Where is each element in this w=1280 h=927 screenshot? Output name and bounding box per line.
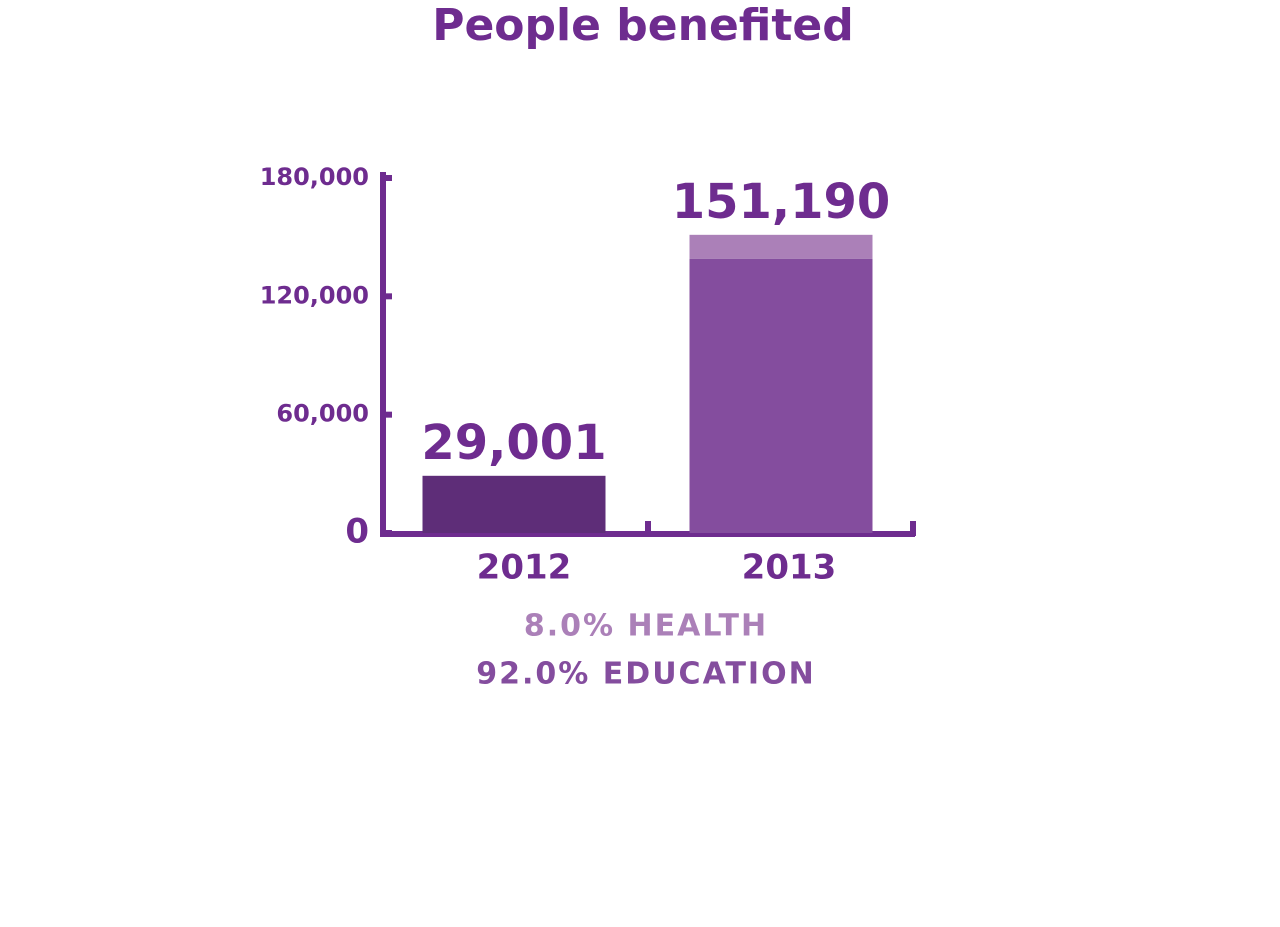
x-tick-label: 2012 — [477, 548, 572, 588]
x-tick-label: 2013 — [742, 548, 837, 588]
value-label: 151,190 — [672, 174, 891, 230]
y-tick-label: 0 — [345, 512, 369, 552]
value-label: 29,001 — [421, 415, 606, 471]
bar-segment — [689, 258, 873, 533]
legend-label: 8.0% HEALTH — [524, 609, 768, 644]
legend-label: 92.0% EDUCATION — [476, 657, 815, 692]
bar — [422, 475, 606, 533]
bar-segment — [689, 234, 873, 259]
y-tick-label: 180,000 — [260, 163, 369, 191]
chart-title: People benefited — [432, 0, 854, 51]
y-tick-label: 60,000 — [276, 400, 369, 428]
y-tick-label: 120,000 — [260, 281, 369, 309]
